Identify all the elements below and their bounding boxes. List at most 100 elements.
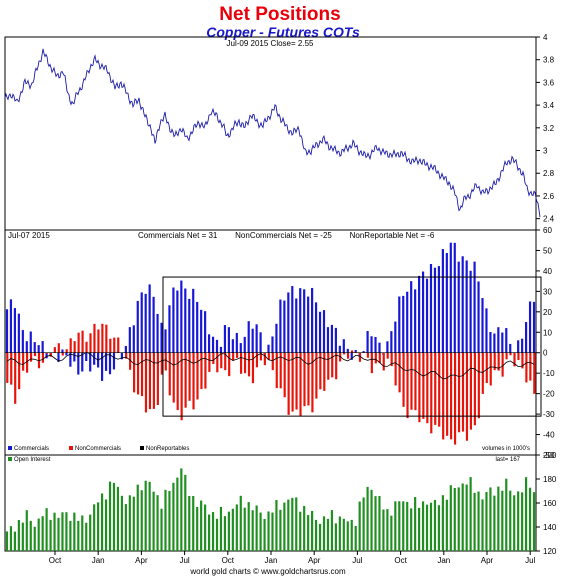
noncommercials-bar [109,338,112,353]
open-interest-bar [33,526,36,551]
noncommercials-bar [45,352,48,354]
commercials-bar [453,242,456,353]
open-interest-bar [108,481,112,551]
open-interest-bar [97,502,100,551]
commercials-bar [255,324,258,353]
noncommercials-bar [497,352,500,371]
commercials-bar [517,340,520,353]
legend-swatch-open-interest [8,457,12,461]
price-axis-tick-label: 3.8 [543,56,555,65]
open-interest-bar [172,482,175,551]
highlight-box [162,276,542,417]
commercials-bar [200,309,203,353]
commercials-bar [421,271,425,353]
commercials-bar [251,328,254,353]
noncommercials-bar [49,352,52,357]
open-interest-bar [465,484,468,551]
open-interest-bar [152,491,155,551]
commercials-bar [65,352,68,356]
noncommercials-bar [196,352,199,400]
legend-swatch-noncommercials [69,446,73,450]
open-interest-bar [350,519,353,551]
noncommercials-bar [517,352,520,361]
noncommercials-bar [255,352,259,368]
noncommercials-bar [473,352,476,426]
commercials-bar [73,352,76,362]
open-interest-bar [299,511,302,551]
commercials-bar [37,345,40,353]
commercials-bar [437,266,441,353]
open-interest-bar [49,519,52,551]
commercials-bar [219,346,223,353]
price-panel-frame [4,36,537,231]
commercials-bar [366,331,369,353]
commercials-bar [239,343,242,353]
open-interest-bar [378,495,381,551]
commercials-bar [25,341,28,353]
commercials-bar [13,308,16,353]
open-interest-bar [382,509,385,551]
noncommercials-bar [164,352,167,371]
price-axis-tick-label: 4 [543,33,548,42]
noncommercials-bar [228,352,231,377]
oi-axis-tick-label: 140 [543,523,557,532]
noncommercials-bar [188,352,191,401]
commercials-bar [346,348,349,353]
open-interest-bar [53,512,56,551]
open-interest-bar [37,518,40,551]
open-interest-bar [513,495,516,551]
open-interest-bar [243,507,246,551]
open-interest-bar [259,512,262,551]
open-interest-bar [334,523,337,551]
noncommercials-bar [402,352,405,407]
open-interest-bar [528,487,532,551]
noncommercials-bar [200,352,203,390]
noncommercials-bar [236,352,239,358]
noncommercials-bar [418,352,421,423]
noncommercials-bar [485,352,488,384]
commercials-bar [386,341,389,353]
commercials-bar [57,352,60,363]
noncommercials-bar [303,352,306,407]
open-interest-bar [124,504,127,551]
price-info: Jul-09 2015 Close= 2.55 [227,39,315,48]
commercials-bar [370,336,373,353]
noncommercials-bar [29,352,33,362]
commercials-bar [176,290,179,353]
noncommercials-bar [180,352,183,421]
open-interest-bar [489,487,492,551]
legend-label-nonreportables: NonReportables [146,446,189,452]
open-interest-bar [65,512,68,551]
open-interest-bar [346,521,349,551]
noncommercials-bar [117,337,120,353]
noncommercials-bar [212,352,215,364]
price-axis-tick-label: 3.6 [543,78,555,87]
commercials-bar [104,352,108,371]
commercials-bar [445,253,448,353]
open-interest-bar [61,512,64,551]
commercials-bar [144,293,147,353]
commercials-bar [128,327,131,353]
noncommercials-bar [77,332,80,353]
noncommercials-bar [89,333,92,353]
noncommercials-bar [129,352,132,370]
noncommercials-bar [489,352,492,386]
footer-credit: world gold charts © www.goldchartsrus.co… [189,567,346,576]
open-interest-bar [362,497,365,551]
open-interest-bar [283,502,286,551]
noncommercials-bar [307,352,310,406]
legend-swatch-nonreportables [140,446,144,450]
noncommercials-bar [61,352,64,356]
noncommercials-bar [493,352,496,371]
open-interest-bar [505,478,508,551]
commercials-bar [334,327,337,353]
open-interest-bar [204,504,207,551]
noncommercials-bar [224,352,227,371]
open-interest-bar [263,518,266,551]
open-interest-bar [100,493,104,551]
cots-date-label: Jul-07 2015 [8,231,50,240]
open-interest-bar [200,500,203,551]
noncommercials-bar [148,352,152,410]
commercials-bar [497,327,500,353]
